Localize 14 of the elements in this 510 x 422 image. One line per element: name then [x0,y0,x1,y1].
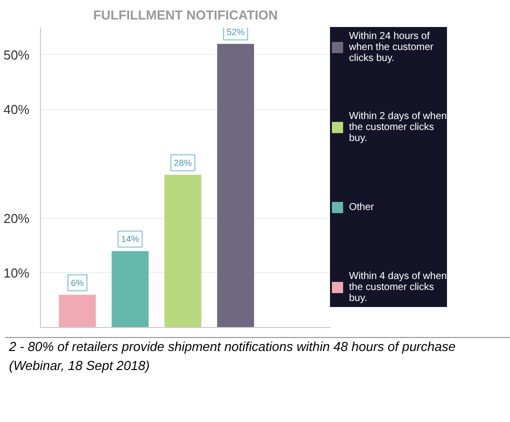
y-tick-label: 10% [3,265,30,280]
legend-label: Within 4 days of when the customer clicks buy. [349,270,447,306]
text: 2 - 80% of retailers provide shipment notifications within 48 hours of purchase (Webinar, 18 Sept 2018) [9,338,457,375]
legend-label: Other [349,200,374,214]
data-label: 52% [226,26,245,37]
y-tick-label: 50% [3,47,30,62]
data-label: 28% [174,158,192,168]
y-tick-label: 40% [3,102,30,117]
chart-title: FULFILLMENT NOTIFICATION [93,8,278,22]
data-label: 14% [121,234,140,244]
legend-label: Within 24 hours of when the customer clicks buy. [349,30,434,66]
data-label: 6% [70,278,84,288]
y-tick-label: 20% [3,210,30,226]
legend-label: Within 2 days of when the customer clicks buy. [349,110,447,146]
